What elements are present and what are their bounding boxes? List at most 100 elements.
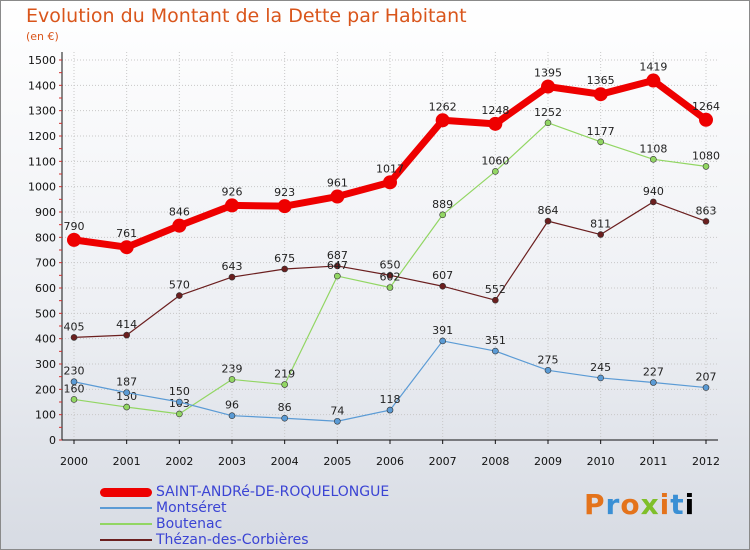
data-point [544, 367, 552, 374]
data-label: 761 [116, 227, 137, 240]
data-label: 160 [64, 382, 85, 395]
data-point [492, 347, 499, 355]
x-tick-label: 2005 [323, 455, 351, 468]
y-tick-label: 1000 [28, 181, 56, 194]
data-label: 245 [590, 361, 611, 374]
y-tick-label: 1500 [28, 54, 56, 67]
data-point [281, 265, 288, 273]
y-tick-label: 800 [35, 231, 56, 244]
data-label: 351 [485, 334, 506, 347]
data-point [597, 138, 604, 146]
legend-label: Thézan-des-Corbières [156, 532, 309, 548]
legend-label: Boutenac [156, 516, 223, 532]
data-point [593, 87, 608, 102]
data-point [702, 163, 710, 170]
data-point [281, 414, 288, 422]
x-tick-label: 2011 [639, 455, 667, 468]
legend-label: Montséret [156, 500, 227, 516]
data-point [386, 284, 394, 291]
data-point [439, 211, 446, 219]
x-tick-label: 2006 [376, 455, 404, 468]
data-label: 687 [327, 249, 348, 262]
data-label: 239 [222, 362, 243, 375]
data-point [119, 240, 134, 255]
data-point [386, 406, 394, 414]
x-tick-label: 2000 [60, 455, 88, 468]
data-point [67, 232, 81, 247]
legend-swatch [100, 539, 152, 541]
data-point [330, 189, 345, 204]
y-tick-label: 100 [35, 409, 56, 422]
legend-item-boutenac[interactable]: Boutenac [100, 516, 389, 532]
data-label: 1080 [692, 149, 720, 162]
x-tick-label: 2009 [534, 455, 562, 468]
data-point [650, 156, 657, 163]
x-tick-label: 2012 [692, 455, 720, 468]
data-label: 889 [432, 198, 453, 211]
data-label: 414 [116, 318, 137, 331]
data-label: 1017 [376, 162, 404, 175]
data-point [597, 231, 604, 238]
data-label: 150 [169, 385, 190, 398]
data-label: 1252 [534, 106, 562, 119]
data-point [597, 374, 604, 382]
data-point [277, 199, 292, 214]
data-label: 675 [274, 252, 295, 265]
data-label: 643 [222, 260, 243, 273]
x-tick-label: 2003 [218, 455, 246, 468]
data-point [492, 296, 499, 304]
legend-swatch [100, 507, 152, 509]
x-tick-label: 2001 [113, 455, 141, 468]
data-label: 1365 [587, 74, 615, 87]
data-label: 1262 [429, 100, 457, 113]
legend-label: SAINT-ANDRé-DE-ROQUELONGUE [156, 484, 390, 500]
legend-item-saint-andre[interactable]: SAINT-ANDRé-DE-ROQUELONGUE [100, 484, 389, 500]
legend: SAINT-ANDRé-DE-ROQUELONGUE Montséret Bou… [100, 484, 389, 548]
y-tick-label: 700 [35, 257, 56, 270]
data-label: 647 [327, 259, 348, 272]
legend-item-thezan[interactable]: Thézan-des-Corbières [100, 532, 389, 548]
x-tick-label: 2007 [429, 455, 457, 468]
data-point [334, 272, 341, 280]
data-point [646, 73, 661, 88]
data-label: 864 [538, 204, 559, 217]
data-point [228, 273, 236, 281]
x-tick-label: 2008 [481, 455, 509, 468]
data-label: 118 [380, 393, 401, 406]
data-label: 1060 [481, 154, 509, 167]
data-label: 1177 [587, 125, 615, 138]
data-point [435, 113, 450, 128]
data-point [702, 384, 710, 391]
data-label: 811 [590, 218, 611, 231]
y-tick-label: 1100 [28, 155, 56, 168]
data-point [176, 292, 183, 299]
data-label: 961 [327, 177, 348, 190]
data-point [123, 331, 130, 339]
data-point [228, 376, 236, 383]
data-point [439, 282, 446, 290]
data-point [488, 116, 503, 131]
y-tick-label: 600 [35, 282, 56, 295]
data-point [70, 378, 78, 386]
data-label: 227 [643, 365, 664, 378]
data-label: 923 [274, 186, 295, 199]
x-tick-label: 2002 [165, 455, 193, 468]
data-label: 602 [380, 270, 401, 283]
y-tick-label: 500 [35, 307, 56, 320]
legend-item-montseret[interactable]: Montséret [100, 500, 389, 516]
data-label: 607 [432, 269, 453, 282]
data-label: 1108 [639, 142, 667, 155]
proxiti-logo: Proxiti [584, 488, 696, 521]
data-point [281, 381, 288, 388]
data-label: 552 [485, 283, 506, 296]
data-label: 650 [380, 258, 401, 271]
data-point [544, 119, 552, 127]
data-label: 570 [169, 279, 190, 292]
y-tick-label: 1400 [28, 79, 56, 92]
data-label: 790 [64, 220, 85, 233]
data-label: 187 [116, 376, 137, 389]
data-label: 391 [432, 324, 453, 337]
data-point [650, 379, 657, 386]
